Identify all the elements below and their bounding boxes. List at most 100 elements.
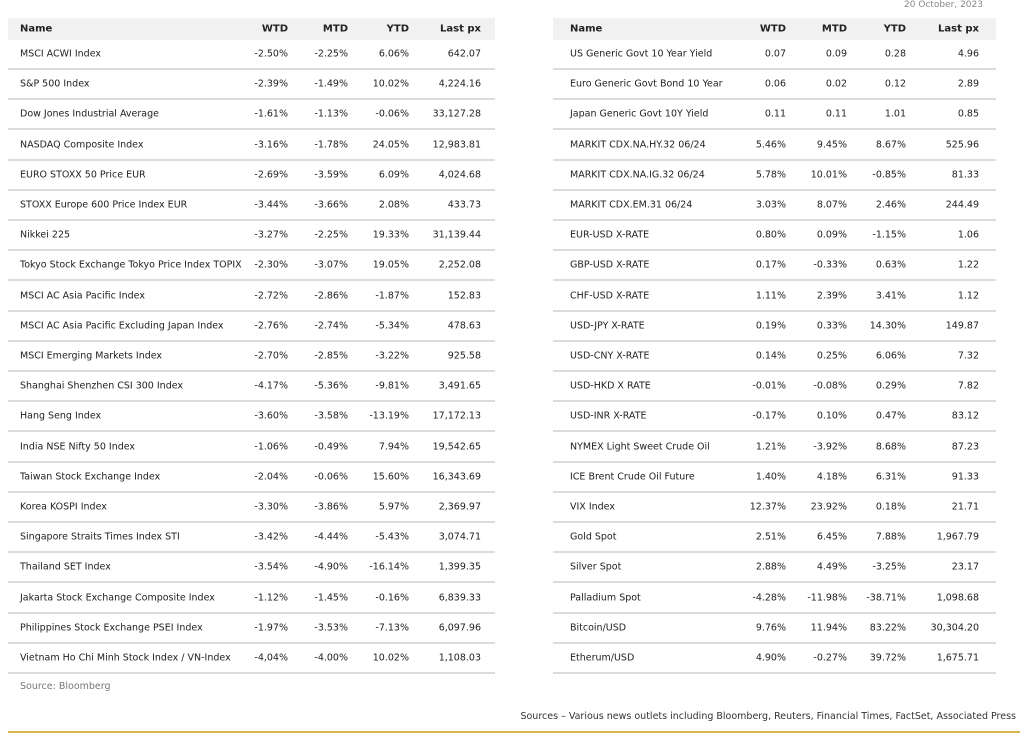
name-cell: Japan Generic Govt 10Y Yield (570, 108, 709, 120)
table-row: MARKIT CDX.EM.31 06/24 3.03% 8.07% 2.46% 244… (553, 191, 996, 221)
name-cell: Silver Spot (570, 561, 622, 573)
value-cell: 1.01 (884, 108, 906, 120)
value-cell: 7.88% (875, 531, 906, 543)
value-cell: 8.07% (816, 199, 847, 211)
table-row: Euro Generic Govt Bond 10 Year 0.06 0.02 0.… (553, 70, 996, 101)
value-cell: -5.36% (314, 380, 348, 392)
table-row: USD-HKD X RATE -0.01% -0.08% 0.29% 7.82 (553, 372, 996, 403)
table-row: MSCI AC Asia Pacific Excluding Japan Ind… (8, 312, 495, 342)
value-cell: 3.03% (755, 199, 786, 211)
name-cell: Etherum/USD (570, 652, 635, 664)
footer-note: Sources – Various news outlets including… (520, 711, 1016, 722)
value-cell: 0.07 (764, 48, 786, 60)
value-cell: 1,967.79 (936, 531, 979, 543)
header-cell: Last px (938, 23, 979, 35)
value-cell: 0.17% (755, 259, 786, 271)
value-cell: 1.21% (755, 441, 786, 453)
value-cell: 0.18% (875, 501, 906, 513)
value-cell: -2.85% (314, 350, 348, 362)
name-cell: USD-HKD X RATE (570, 380, 651, 392)
value-cell: -0.01% (752, 380, 786, 392)
table-row: MSCI Emerging Markets Index -2.70% -2.85% -… (8, 342, 495, 372)
value-cell: 1,399.35 (438, 561, 481, 573)
name-cell: CHF-USD X-RATE (570, 290, 650, 302)
value-cell: -3.54% (254, 561, 288, 573)
value-cell: 81.33 (951, 169, 979, 181)
value-cell: 6.06% (378, 48, 409, 60)
value-cell: 8.68% (875, 441, 906, 453)
value-cell: 3.41% (875, 290, 906, 302)
table-row: India NSE Nifty 50 Index -1.06% -0.49% 7.94… (8, 433, 495, 463)
name-cell: MARKIT CDX.NA.IG.32 06/24 (570, 169, 705, 181)
name-cell: US Generic Govt 10 Year Yield (570, 48, 713, 60)
value-cell: 0.09 (825, 48, 847, 60)
value-cell: 4.90% (755, 652, 786, 664)
value-cell: -7.13% (375, 622, 409, 634)
value-cell: -4.44% (314, 531, 348, 543)
value-cell: 2.88% (755, 561, 786, 573)
value-cell: 0.11 (825, 108, 847, 120)
value-cell: 7.32 (957, 350, 979, 362)
name-cell: Tokyo Stock Exchange Tokyo Price Index T… (20, 259, 242, 271)
table-row: Hang Seng Index -3.60% -3.58% -13.19% 17,172… (8, 402, 495, 433)
table-row: Jakarta Stock Exchange Composite Index -1… (8, 584, 495, 614)
table-row: US Generic Govt 10 Year Yield 0.07 0.09 0.2… (553, 40, 996, 70)
value-cell: -4.17% (254, 380, 288, 392)
table-row: Taiwan Stock Exchange Index -2.04% -0.06% 1… (8, 463, 495, 493)
name-cell: VIX Index (570, 501, 615, 513)
value-cell: 16,343.69 (432, 471, 481, 483)
value-cell: 1.40% (755, 471, 786, 483)
table-row: CHF-USD X-RATE 1.11% 2.39% 3.41% 1.12 (553, 282, 996, 312)
value-cell: 33,127.28 (432, 108, 481, 120)
name-cell: MARKIT CDX.EM.31 06/24 (570, 199, 693, 211)
value-cell: 6,839.33 (438, 592, 481, 604)
table-row: GBP-USD X-RATE 0.17% -0.33% 0.63% 1.22 (553, 251, 996, 282)
header-cell: WTD (759, 23, 786, 35)
name-cell: Philippines Stock Exchange PSEI Index (20, 622, 203, 634)
table-row: Japan Generic Govt 10Y Yield 0.11 0.11 1.01… (553, 100, 996, 131)
value-cell: 6,097.96 (438, 622, 481, 634)
table-row: MARKIT CDX.NA.IG.32 06/24 5.78% 10.01% -0.8… (553, 161, 996, 191)
value-cell: -4.90% (314, 561, 348, 573)
value-cell: 2.46% (875, 199, 906, 211)
table-row: Palladium Spot -4.28% -11.98% -38.71% 1,098.… (553, 584, 996, 614)
value-cell: 19.05% (372, 259, 409, 271)
value-cell: -2.86% (314, 290, 348, 302)
value-cell: 23.92% (810, 501, 847, 513)
value-cell: 6.45% (816, 531, 847, 543)
value-cell: -0.27% (813, 652, 847, 664)
value-cell: -4.00% (314, 652, 348, 664)
name-cell: Bitcoin/USD (570, 622, 627, 634)
value-cell: -0.17% (752, 410, 786, 422)
value-cell: 19,542.65 (432, 441, 481, 453)
value-cell: -2.70% (254, 350, 288, 362)
value-cell: -0.85% (872, 169, 906, 181)
value-cell: 12,983.81 (432, 139, 481, 151)
value-cell: 433.73 (447, 199, 481, 211)
table-row: Gold Spot 2.51% 6.45% 7.88% 1,967.79 (553, 523, 996, 554)
table-row: USD-CNY X-RATE 0.14% 0.25% 6.06% 7.32 (553, 342, 996, 372)
value-cell: 6.31% (875, 471, 906, 483)
value-cell: -2.04% (254, 471, 288, 483)
name-cell: ICE Brent Crude Oil Future (570, 471, 695, 483)
name-cell: MSCI ACWI Index (20, 48, 102, 60)
value-cell: -38.71% (866, 592, 906, 604)
value-cell: -1.61% (254, 108, 288, 120)
value-cell: -2.76% (254, 320, 288, 332)
table-row: EURO STOXX 50 Price EUR -2.69% -3.59% 6.09%… (8, 161, 495, 191)
value-cell: 21.71 (951, 501, 979, 513)
value-cell: -3.25% (872, 561, 906, 573)
value-cell: 0.12 (884, 78, 906, 90)
table-row: Philippines Stock Exchange PSEI Index -1.… (8, 614, 495, 644)
name-cell: Thailand SET Index (20, 561, 111, 573)
value-cell: 2,252.08 (438, 259, 481, 271)
table-row: VIX Index 12.37% 23.92% 0.18% 21.71 (553, 493, 996, 523)
value-cell: 24.05% (372, 139, 409, 151)
table-row: NASDAQ Composite Index -3.16% -1.78% 24.05%… (8, 131, 495, 161)
value-cell: -3.53% (314, 622, 348, 634)
value-cell: 5.78% (755, 169, 786, 181)
value-cell: -3.07% (314, 259, 348, 271)
name-cell: Euro Generic Govt Bond 10 Year (570, 78, 723, 90)
table-row: USD-INR X-RATE -0.17% 0.10% 0.47% 83.12 (553, 402, 996, 433)
table-row: ICE Brent Crude Oil Future 1.40% 4.18% 6.31… (553, 463, 996, 493)
